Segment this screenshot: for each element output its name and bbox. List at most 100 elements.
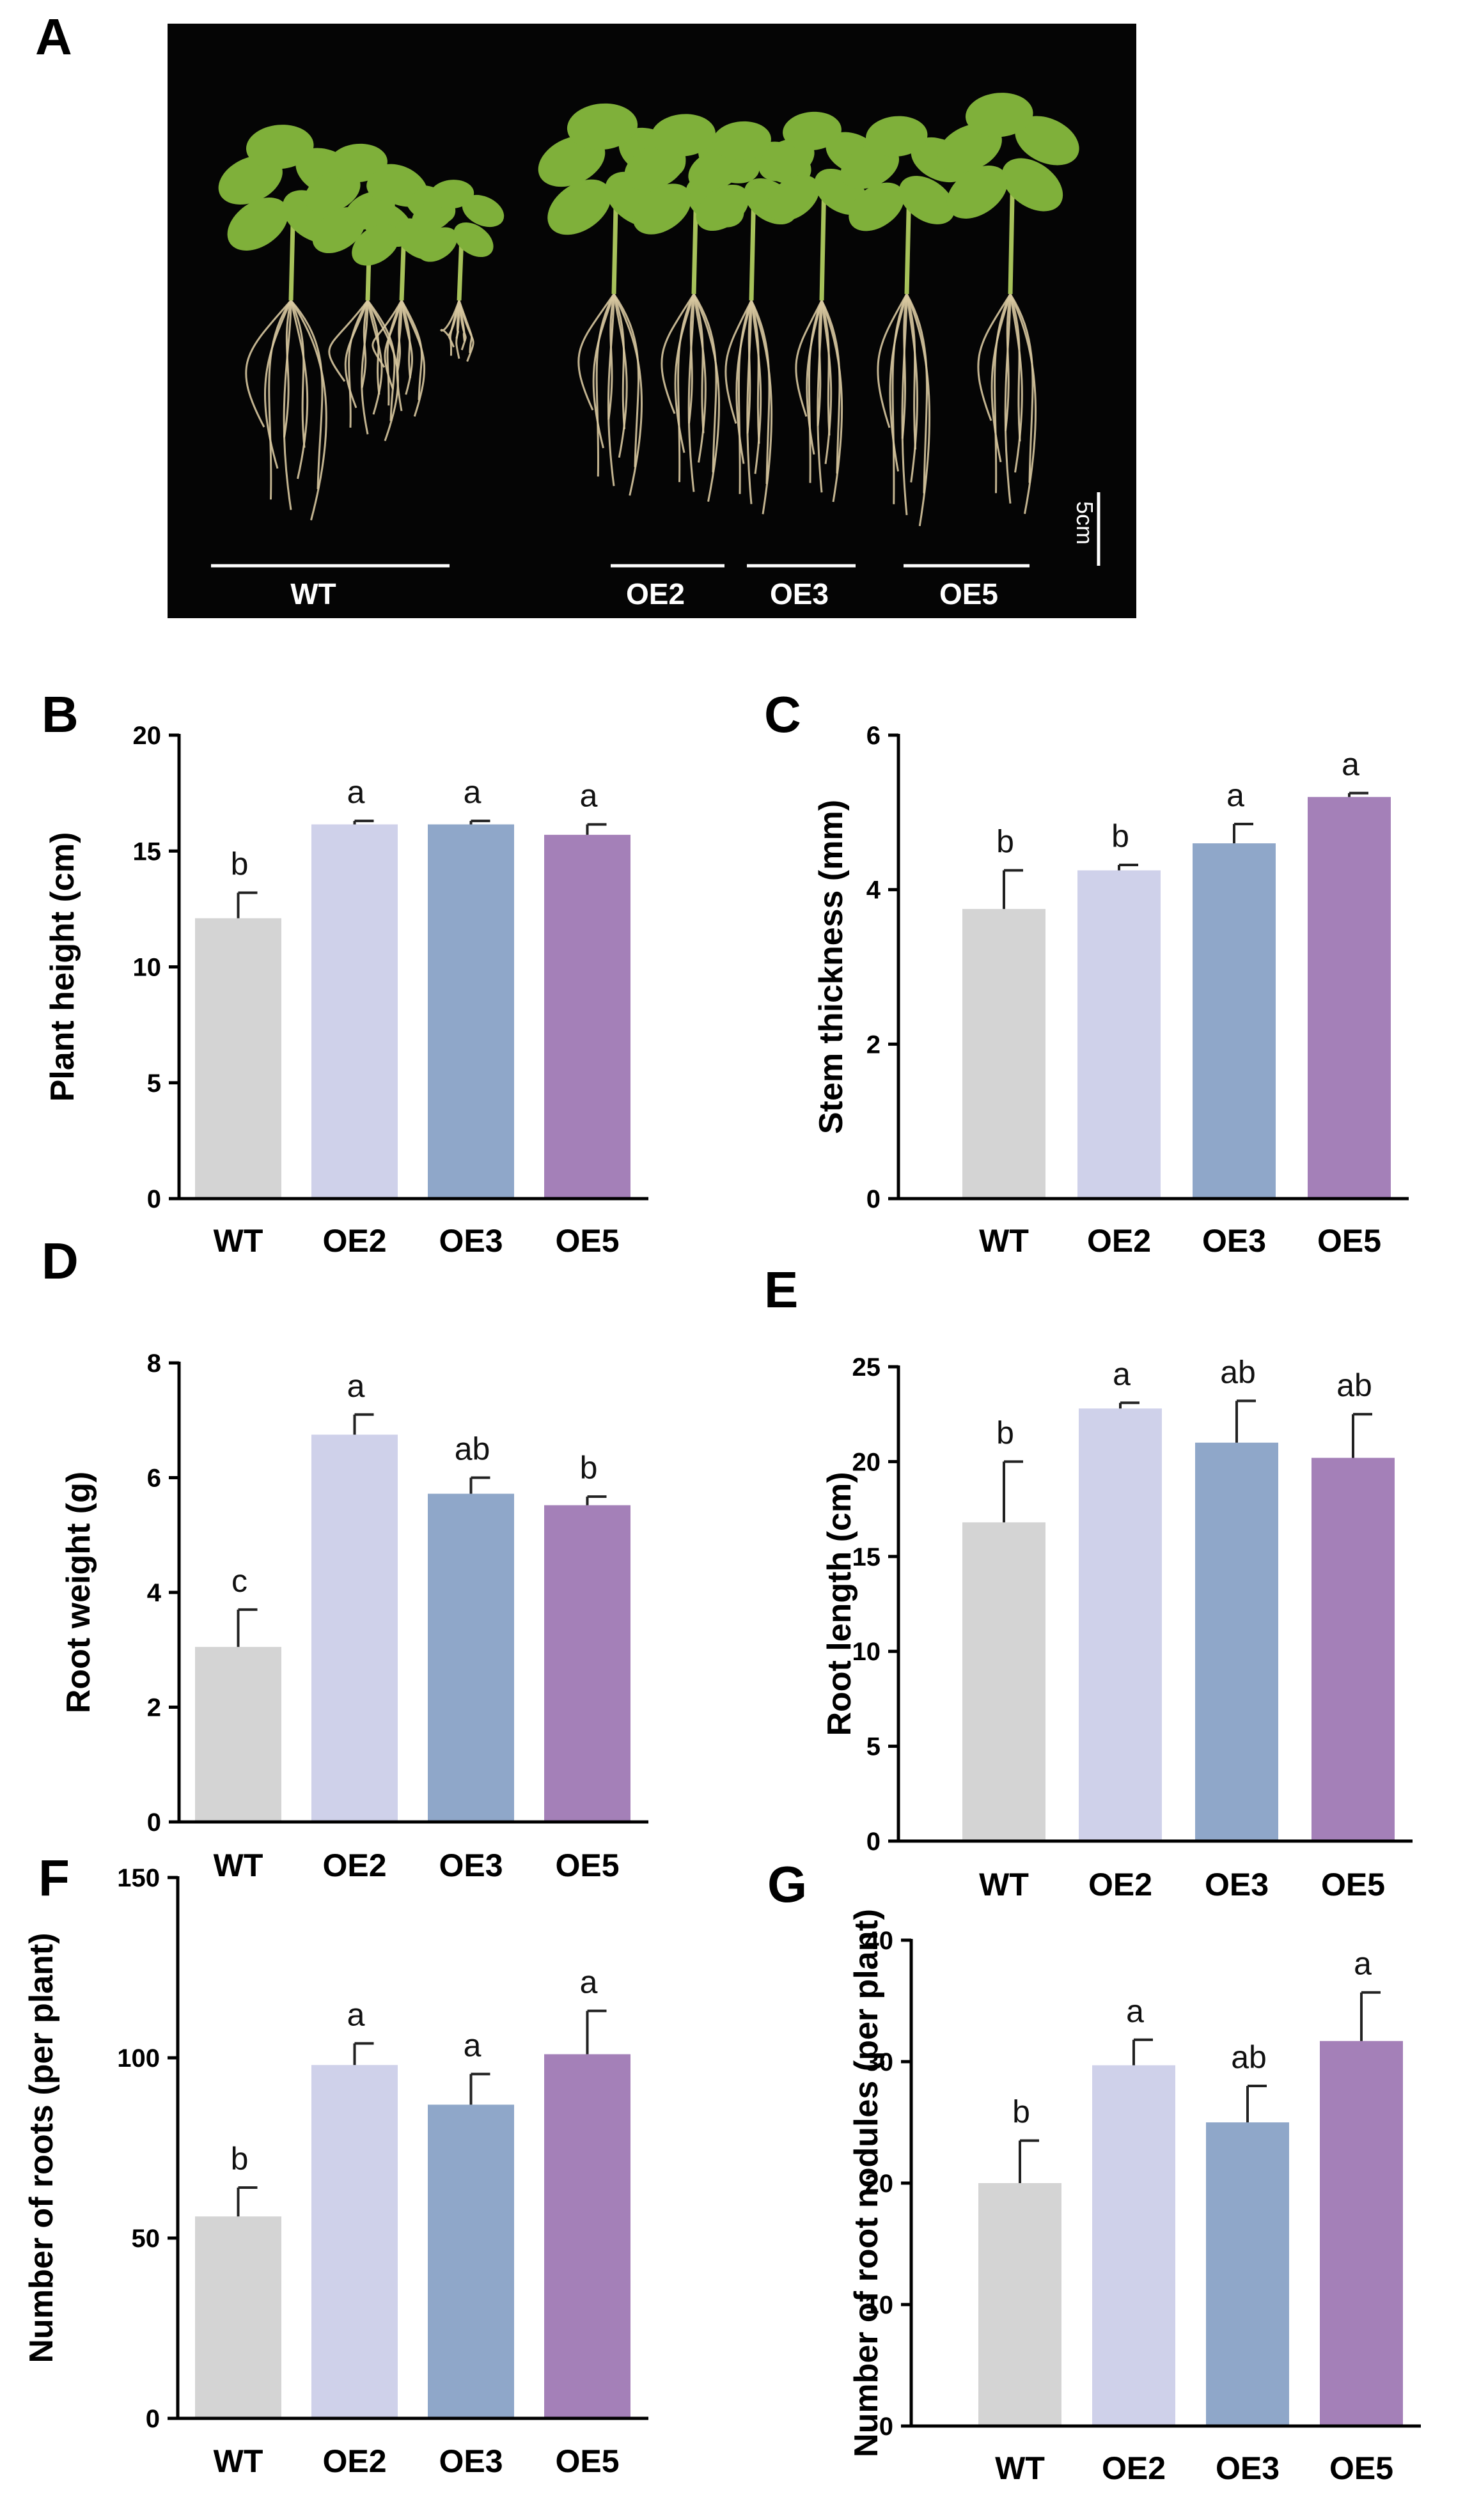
root-strand	[245, 300, 292, 428]
significance-label: a	[347, 1996, 365, 2032]
category-label: OE2	[322, 1847, 386, 1883]
y-tick-label: 10	[852, 1638, 881, 1666]
bar-oe3	[428, 824, 514, 1199]
bar-oe3	[428, 1493, 514, 1822]
y-tick-label: 15	[133, 837, 162, 866]
root-strand	[693, 293, 717, 472]
root-strand	[905, 293, 931, 527]
panel-letter-g: G	[767, 1856, 807, 1913]
y-axis-label: Root weight (g)	[60, 1472, 97, 1713]
root-strand	[820, 300, 831, 436]
y-tick-label: 4	[866, 876, 881, 905]
root-strand	[750, 300, 773, 515]
bar-wt	[195, 2216, 281, 2418]
significance-label: b	[231, 2141, 249, 2177]
root-strand	[440, 300, 460, 336]
root-strand	[1009, 293, 1034, 483]
plant	[937, 93, 1079, 515]
category-label: OE5	[1321, 1867, 1385, 1902]
bar-oe3	[1206, 2122, 1289, 2426]
chart-stem-thickness: Cb WT b OE2 a OE3 a OE5 0 2 4 6 Stem thickness (mm)	[764, 686, 1409, 1259]
root-strand	[737, 300, 753, 494]
significance-label: a	[580, 778, 598, 814]
significance-label: b	[1012, 2094, 1030, 2130]
bar-oe2	[311, 1435, 398, 1822]
root-strand	[677, 293, 695, 483]
panel-letter-a: A	[35, 8, 72, 65]
significance-label: ab	[1231, 2039, 1267, 2075]
root-strand	[400, 300, 423, 400]
root-strand	[400, 300, 414, 395]
y-tick-label: 8	[147, 1349, 161, 1378]
y-tick-label: 0	[866, 1828, 881, 1856]
category-label: WT	[979, 1867, 1029, 1902]
significance-label: ab	[455, 1431, 490, 1467]
plant	[412, 180, 505, 362]
root-strand	[735, 300, 753, 464]
root-strand	[448, 300, 460, 348]
y-tick-label: 2	[147, 1694, 161, 1722]
leaf	[632, 183, 692, 235]
bar-wt	[195, 1647, 281, 1822]
root-strand	[366, 300, 380, 395]
root-strand	[455, 300, 460, 359]
leaf	[946, 166, 1008, 219]
plant-illustrations	[218, 93, 1079, 527]
bar-wt	[195, 918, 281, 1199]
y-tick-label: 10	[133, 954, 162, 982]
category-label: OE5	[555, 1223, 619, 1259]
category-label: OE3	[439, 1223, 503, 1259]
category-label: WT	[214, 2443, 263, 2479]
root-strand	[977, 293, 1012, 421]
leaf	[547, 179, 611, 235]
y-tick-label: 150	[117, 1864, 160, 1892]
y-axis-label: Number of roots (per plant)	[23, 1933, 60, 2363]
y-tick-label: 20	[852, 1448, 881, 1476]
root-strand	[458, 300, 466, 342]
root-strand	[372, 300, 403, 368]
root-strand	[746, 300, 753, 504]
category-label: OE3	[439, 2443, 503, 2479]
y-tick-label: 20	[133, 722, 162, 750]
category-label: OE5	[1317, 1223, 1381, 1259]
leaf	[567, 103, 638, 150]
significance-label: ab	[1220, 1354, 1256, 1390]
significance-label: a	[1226, 777, 1244, 813]
category-label: OE3	[1205, 1867, 1269, 1902]
y-tick-label: 20	[865, 2170, 894, 2198]
y-axis-label: Number of root nodules (per plant)	[848, 1909, 885, 2457]
significance-label: a	[347, 774, 365, 810]
category-label: OE5	[555, 1847, 619, 1883]
leaf	[965, 93, 1033, 137]
leaf	[783, 111, 842, 151]
bar-oe2	[1079, 1408, 1162, 1841]
significance-label: a	[347, 1368, 365, 1404]
leaf	[696, 184, 749, 231]
root-strand	[263, 300, 292, 469]
y-tick-label: 50	[132, 2225, 161, 2253]
bar-oe2	[1077, 870, 1161, 1199]
leaf	[352, 224, 400, 266]
y-tick-label: 0	[866, 1185, 881, 1213]
root-strand	[877, 293, 908, 428]
root-strand	[458, 300, 473, 354]
bar-oe5	[1311, 1458, 1395, 1841]
significance-label: b	[580, 1450, 598, 1486]
chart-root-weight: Dc WT a OE2 ab OE3 b OE5 0 2 4 6 8 Root weight (g)	[42, 1233, 648, 1883]
root-strand	[994, 293, 1012, 494]
chart-root-length: Eb WT a OE2 ab OE3 ab OE5 0 5 10 15 20 25 Root length …	[764, 1261, 1413, 1902]
leaf	[766, 175, 820, 222]
group-label-oe5: OE5	[939, 577, 998, 611]
bar-oe5	[544, 834, 630, 1199]
root-strand	[750, 300, 771, 485]
root-strand	[577, 293, 615, 411]
leaf	[227, 198, 288, 251]
significance-label: a	[464, 774, 482, 810]
category-label: OE2	[322, 2443, 386, 2479]
significance-label: b	[231, 846, 249, 882]
plant-photo: WT OE2 OE3 OE5 5cm	[168, 24, 1136, 618]
root-strand	[905, 293, 928, 494]
panel-letter-b: B	[42, 686, 79, 743]
